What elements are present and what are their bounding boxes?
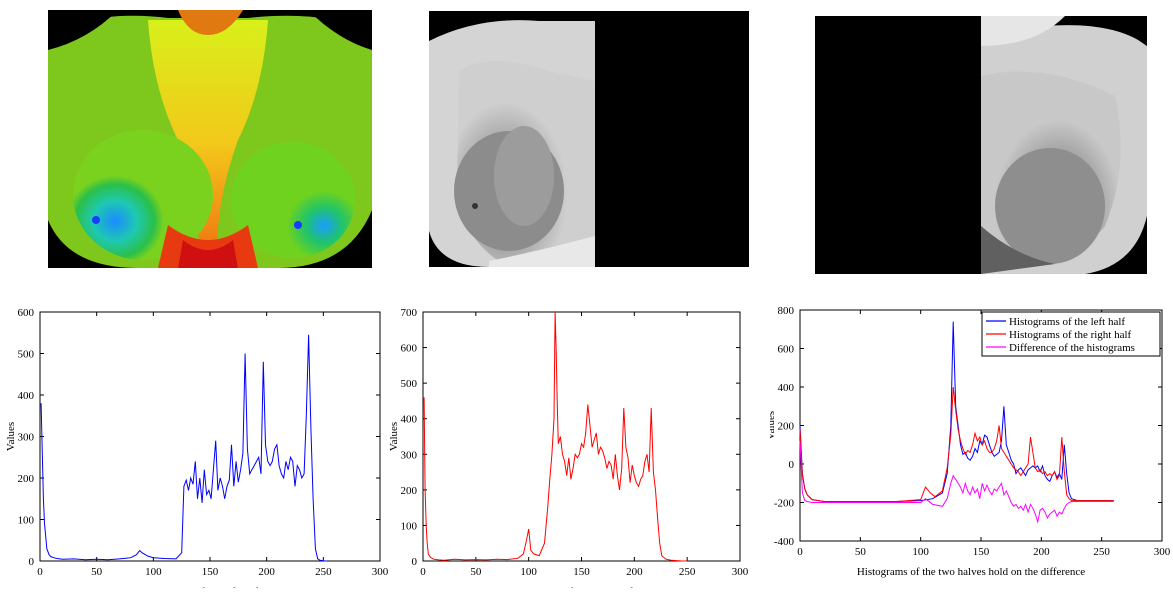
legend-box (981, 311, 1161, 357)
chart-difference-svg: 0 50 100 150 200 250 300 -400 -200 0 200 400 600 800 H… (765, 305, 1171, 578)
y-tick-label: 700 (401, 307, 418, 319)
y-tick-label: 100 (18, 515, 35, 527)
y-tick-label: 600 (401, 343, 418, 355)
x-tick-label: 200 (1033, 546, 1050, 558)
y-tick-label: 600 (18, 307, 35, 319)
x-tick-label: 0 (420, 566, 426, 578)
y-axis-label: Values (5, 422, 17, 451)
x-tick-label: 200 (258, 566, 275, 578)
y-tick-label: 100 (401, 520, 418, 532)
x-tick-label: 50 (855, 546, 867, 558)
x-tick-label: 300 (1154, 546, 1171, 558)
legend-entry: Difference of the histograms (1009, 342, 1135, 354)
plot-frame (39, 311, 381, 562)
y-tick-label: 400 (401, 414, 418, 426)
x-axis-label: Histograms of the two halves hold on the… (857, 566, 1085, 578)
chart-two-halves-difference: 0 50 100 150 200 250 300 -400 -200 0 200 400 600 800 H… (765, 296, 1173, 588)
thermal-image-left-half-gray (429, 11, 749, 267)
y-tick-label: 500 (401, 378, 418, 390)
legend-entry: Histograms of the left half (1009, 316, 1125, 328)
y-tick-label: 800 (778, 305, 795, 317)
x-tick-label: 100 (912, 546, 929, 558)
chart-right-half: 0 50 100 150 200 250 300 0 100 200 300 400 500 600 700… (388, 296, 770, 593)
x-tick-label: 300 (732, 566, 749, 578)
y-tick-label: 0 (29, 556, 35, 568)
legend-entry: Histograms of the right half (1009, 329, 1132, 341)
x-tick-label: 150 (573, 566, 590, 578)
y-axis-label: Values (388, 422, 400, 451)
y-tick-label: 300 (18, 432, 35, 444)
x-tick-label: 0 (37, 566, 43, 578)
y-tick-label: -400 (774, 536, 795, 548)
chart-left-half-svg: 0501001502002503000100200300400500600His… (5, 307, 389, 593)
y-tick-label: 200 (18, 473, 35, 485)
y-tick-label: 500 (18, 349, 35, 361)
y-axis-label: Values (770, 411, 777, 440)
x-tick-label: 50 (91, 566, 103, 578)
chart-right-half-svg: 0 50 100 150 200 250 300 0 100 200 300 400 500 600 700… (388, 307, 749, 593)
x-tick-label: 150 (202, 566, 219, 578)
x-tick-label: 100 (520, 566, 537, 578)
x-tick-label: 250 (679, 566, 696, 578)
y-tick-label: 400 (778, 382, 795, 394)
x-tick-label: 250 (315, 566, 332, 578)
x-tick-label: 50 (470, 566, 482, 578)
x-tick-label: 0 (797, 546, 803, 558)
y-tick-label: 300 (401, 449, 418, 461)
x-tick-label: 250 (1093, 546, 1110, 558)
series-line-0 (40, 334, 327, 562)
thermal-image-color (48, 10, 372, 268)
chart-left-half: 0501001502002503000100200300400500600His… (0, 296, 389, 593)
y-tick-label: 200 (778, 421, 795, 433)
y-tick-label: 0 (789, 459, 795, 471)
thermal-image-right-half-gray (815, 16, 1147, 274)
y-tick-label: 600 (778, 344, 795, 356)
y-tick-label: -200 (774, 498, 795, 510)
x-tick-label: 150 (973, 546, 990, 558)
y-tick-label: 400 (18, 390, 35, 402)
series-line-2 (799, 440, 1114, 524)
y-tick-label: 200 (401, 485, 418, 497)
x-tick-label: 100 (145, 566, 162, 578)
series-line-0 (423, 311, 688, 562)
series-line-1 (799, 386, 1114, 502)
y-tick-label: 0 (412, 556, 418, 568)
x-tick-label: 200 (626, 566, 643, 578)
x-tick-label: 300 (372, 566, 388, 578)
plot-frame (422, 311, 741, 562)
